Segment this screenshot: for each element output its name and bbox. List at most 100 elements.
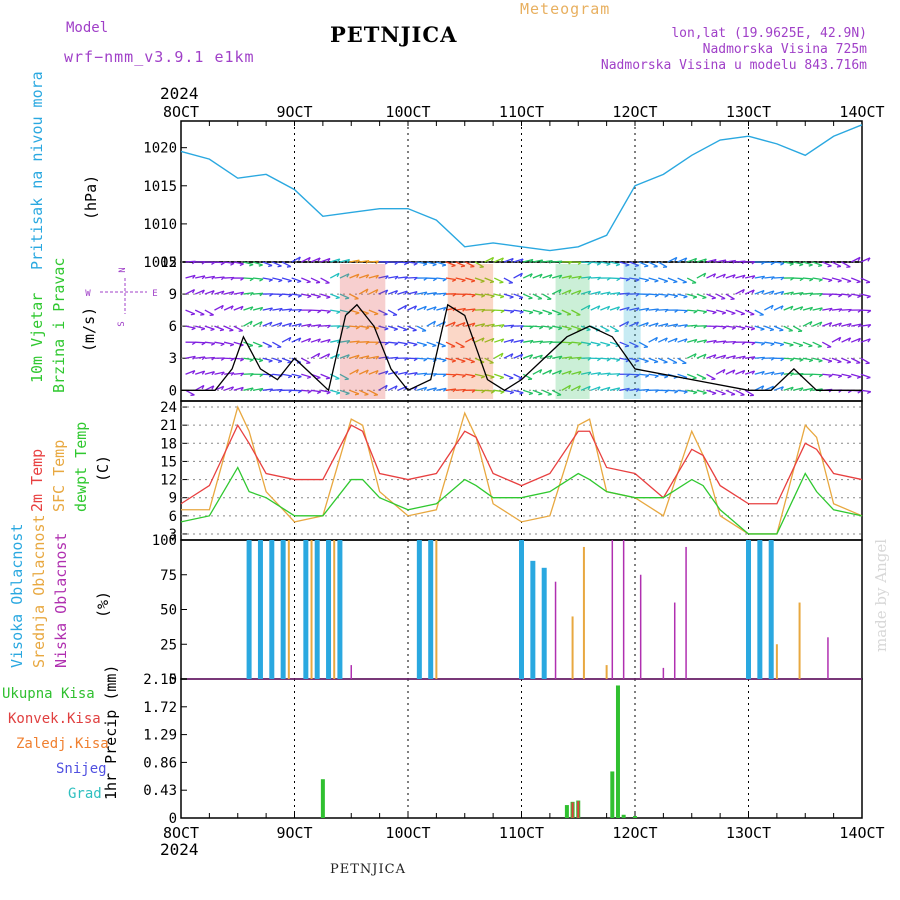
wind-arrow — [407, 261, 418, 265]
wind-arrow-head — [847, 308, 852, 313]
wind-arrow — [629, 357, 640, 362]
wind-arrow — [638, 261, 649, 267]
wind-arrow — [320, 353, 330, 359]
wind-arrow-head — [626, 387, 630, 392]
wind-arrow — [638, 341, 649, 348]
wind-arrow — [841, 322, 852, 327]
wind-arrow-head — [509, 391, 514, 395]
wind-arrow-head — [413, 343, 418, 347]
wind-arrow-head — [761, 261, 766, 265]
wind-arrow — [754, 309, 764, 316]
wind-arrow-head — [278, 389, 283, 393]
wind-arrow — [609, 306, 620, 311]
wind-arrow — [455, 341, 465, 348]
wind-arrow-head — [499, 281, 504, 284]
wind-arrow-head — [577, 290, 582, 295]
wind-arrow-head — [191, 327, 196, 331]
wind-arrow — [687, 324, 698, 327]
wind-arrow — [465, 357, 475, 363]
wind-arrow — [301, 293, 312, 297]
wind-arrow — [715, 293, 726, 300]
wind-arrow-head — [375, 370, 379, 375]
temp-tick-label: 21 — [160, 418, 177, 434]
wind-arrow-head — [355, 369, 359, 374]
wind-arrow — [609, 387, 620, 391]
cloud-tick-label: 50 — [160, 603, 177, 619]
wind-arrow — [764, 341, 775, 345]
wind-arrow-head — [653, 361, 659, 364]
wind-arrow-head — [413, 276, 418, 281]
wind-arrow — [262, 321, 273, 327]
wind-arrow — [793, 261, 804, 265]
wind-arrow — [214, 341, 225, 345]
wind-arrow-head — [857, 323, 862, 328]
wind-arrow-head — [809, 292, 814, 297]
wind-arrow-head — [741, 289, 745, 294]
wind-arrow-head — [269, 321, 273, 326]
wind-arrow — [532, 354, 543, 359]
wind-arrow — [252, 306, 263, 311]
wind-arrow-head — [277, 360, 283, 364]
wind-arrow — [754, 385, 764, 391]
wind-arrow-head — [413, 262, 418, 266]
wind-arrow-head — [770, 371, 775, 376]
wind-arrow — [860, 373, 871, 379]
wind-arrow-head — [587, 262, 592, 266]
wind-arrow — [725, 369, 736, 375]
wind-arrow-head — [721, 297, 726, 300]
wind-strong-band — [555, 264, 590, 399]
wind-arrow-head — [568, 385, 572, 390]
wind-arrow-head — [597, 276, 602, 281]
wind-arrow — [243, 320, 253, 327]
wind-arrow-head — [306, 376, 312, 379]
wind-arrow — [551, 288, 562, 295]
wind-arrow-head — [857, 295, 862, 299]
wind-arrow-head — [751, 275, 756, 280]
wind-arrow — [349, 340, 360, 343]
wind-arrow-head — [867, 324, 872, 328]
wind-arrow-head — [432, 278, 438, 282]
wind-arrow — [243, 292, 254, 295]
wind-arrow — [793, 387, 804, 391]
wind-arrow — [532, 259, 543, 263]
wind-arrow-head — [770, 290, 775, 295]
wind-arrow-head — [519, 272, 523, 278]
wind-arrow-head — [490, 309, 495, 313]
wind-arrow — [474, 323, 485, 327]
wind-arrow — [735, 274, 746, 279]
wind-arrow-head — [672, 362, 677, 364]
wind-arrow — [706, 339, 717, 343]
wind-arrow — [542, 325, 553, 329]
wind-arrow-head — [297, 294, 302, 298]
wind-arrow — [310, 389, 321, 393]
wind-arrow-head — [548, 326, 553, 330]
wind-arrow — [503, 353, 514, 359]
wind-arrow-head — [229, 329, 234, 332]
wind-arrow-head — [741, 355, 746, 360]
wind-arrow-head — [674, 323, 679, 328]
wind-arrow-head — [230, 277, 235, 281]
wind-arrow-head — [557, 313, 562, 316]
wind-arrow-head — [481, 323, 486, 328]
wind-arrow-head — [346, 273, 350, 278]
wind-arrow-head — [780, 262, 785, 266]
wind-arrow — [850, 256, 861, 263]
wind-arrow — [416, 386, 427, 391]
wind-arrow-head — [809, 373, 814, 378]
wind-arrow — [387, 325, 398, 330]
wind-arrow-head — [606, 358, 611, 362]
wind-arrow-head — [433, 306, 437, 311]
wind-arrow-head — [317, 324, 322, 328]
wind-arrow-head — [626, 306, 630, 311]
wind-arrow-head — [645, 388, 650, 393]
wind-arrow — [802, 306, 813, 311]
wind-arrow-head — [336, 311, 341, 315]
wind-arrow — [532, 273, 543, 279]
wind-arrow — [638, 388, 649, 391]
wind-arrow-head — [654, 294, 659, 298]
wind-arrow-head — [596, 343, 601, 347]
footer-station: PETNJICA — [330, 862, 406, 877]
legend-frz-rain: Zaledj.Kisa — [16, 736, 109, 752]
wind-arrow-head — [722, 259, 727, 264]
wind-arrow-head — [344, 297, 350, 300]
